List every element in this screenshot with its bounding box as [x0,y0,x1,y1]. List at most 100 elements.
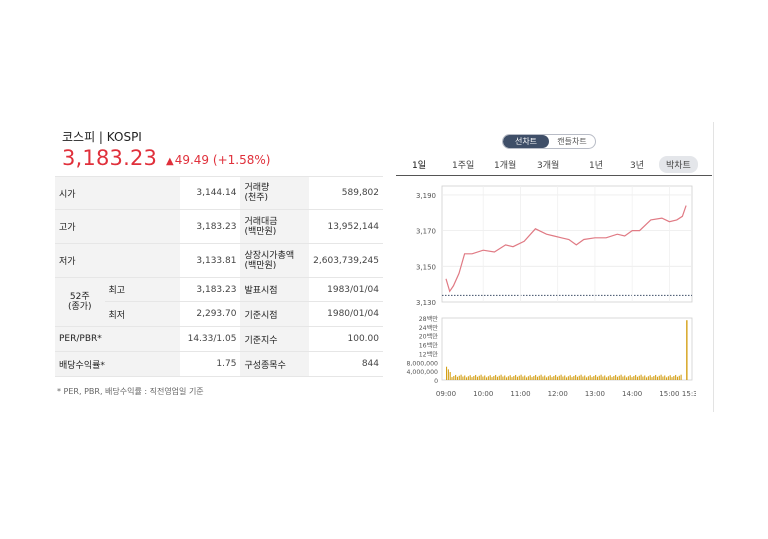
volume-bar [607,376,609,380]
price-line [445,205,687,293]
volume-bar [471,377,473,380]
volume-bar [507,376,509,380]
volume-bar [509,375,511,380]
volume-bar [547,376,549,380]
price-tick-label: 3,150 [416,263,436,271]
volume-bar [640,374,642,380]
volume-bar [595,374,597,380]
tab-1day[interactable]: 1일 [412,161,427,171]
volume-bar [582,376,584,380]
price-axis: 3,190 3,170 3,150 3,130 [416,192,436,307]
volume-bar [675,374,677,380]
table-row: 시가 3,144.14 거래량 (천주) 589,802 [55,176,383,210]
volume-bar [664,375,666,380]
price-panel [441,185,693,303]
volume-bar [495,374,497,380]
constituents-label: 구성종목수 [240,351,310,377]
volume-bar [540,374,542,380]
volume-bar [680,374,682,380]
volume-bar [618,375,620,380]
volume-bar [502,376,504,380]
amount-label: 거래대금 (백만원) [240,209,310,244]
volume-bar [520,374,522,380]
base-time-value: 1980/01/04 [309,301,383,327]
volume-bar [635,374,637,380]
volume-bar [556,376,559,380]
yield-value: 1.75 [179,351,241,377]
volume-bar [598,375,600,380]
change-value: 49.49 [174,153,210,167]
index-change: ▲49.49 (+1.58%) [166,153,270,167]
base-time-label: 기준시점 [240,301,310,327]
volume-bar [615,374,617,380]
volume-bar [676,376,679,380]
table-row: 최저 2,293.70 기준시점 1980/01/04 [55,301,383,327]
volume-bar [666,377,668,380]
table-row: 저가 3,133.81 상장시가총액 (백만원) 2,603,739,245 [55,243,383,278]
volume-bar [567,376,569,380]
perpbr-label: PER/PBR* [55,326,180,352]
volume-bar [638,375,640,380]
change-percent: (+1.58%) [212,153,271,167]
tab-1week[interactable]: 1주일 [452,161,475,171]
volume-bar [578,375,580,380]
volume-bar [464,375,466,380]
volume-bar [456,376,459,380]
candle-chart-toggle[interactable]: 캔들차트 [557,137,587,146]
volume-bar [593,376,595,380]
volume-bar [560,374,562,380]
bar-chart-button[interactable]: 박차트 [659,156,698,173]
tab-3year[interactable]: 3년 [630,161,645,171]
up-arrow-icon: ▲ [166,156,174,167]
volume-bar [649,375,651,380]
volume-bar [655,374,657,380]
volume-bar [671,377,673,380]
volume-bar [447,369,449,380]
volume-bar [469,375,471,380]
volume-bar [487,376,489,380]
52wk-low-label: 최저 [104,301,180,327]
volume-tick-label: 4,000,000 [407,369,439,376]
volume-label: 거래량 (천주) [240,176,310,210]
volume-bar [513,376,515,380]
volume-bar [566,377,568,380]
time-tick-label: 13:00 [585,390,605,398]
table-row: 52주 (종가) 최고 3,183.23 발표시점 1983/01/04 [55,277,383,327]
volume-bar [564,375,566,380]
volume-bar [633,376,635,380]
volume-tick-label: 8,000,000 [407,360,439,367]
volume-bar [606,377,608,380]
mcap-value: 2,603,739,245 [309,243,383,278]
volume-bar [678,375,680,380]
time-tick-label: 12:00 [548,390,568,398]
volume-bar [493,376,495,380]
volume-bar [600,374,602,380]
time-tick-label: 15:30 [682,390,696,398]
volume-bar [446,366,448,380]
table-row: 고가 3,183.23 거래대금 (백만원) 13,952,144 [55,209,383,244]
tab-1year[interactable]: 1년 [589,161,604,171]
volume-bar [667,376,669,380]
table-row: PER/PBR* 14.33/1.05 기준지수 100.00 [55,326,383,352]
panel-divider [713,122,714,412]
volume-bar [586,377,588,380]
chart-svg: 3,190 3,170 3,150 3,130 28백만24백만20백만16백만12백… [407,185,702,398]
open-label: 시가 [55,176,180,210]
volume-bar [551,377,553,380]
low-label: 저가 [55,243,180,278]
yield-label: 배당수익률* [55,351,180,377]
volume-bar [636,376,639,380]
time-tick-label: 11:00 [510,390,530,398]
volume-bar [604,375,606,380]
price-tick-label: 3,130 [416,299,436,307]
volume-bar [555,374,557,380]
volume-bar [553,376,555,380]
footnote: * PER, PBR, 배당수익률 : 직전영업일 기준 [57,387,204,396]
tab-3month[interactable]: 3개월 [537,161,560,171]
line-chart-toggle[interactable]: 선차트 [503,135,549,148]
volume-bar [580,374,582,380]
tab-1month[interactable]: 1개월 [494,161,517,171]
time-tick-label: 15:00 [659,390,679,398]
volume-bar [558,375,560,380]
